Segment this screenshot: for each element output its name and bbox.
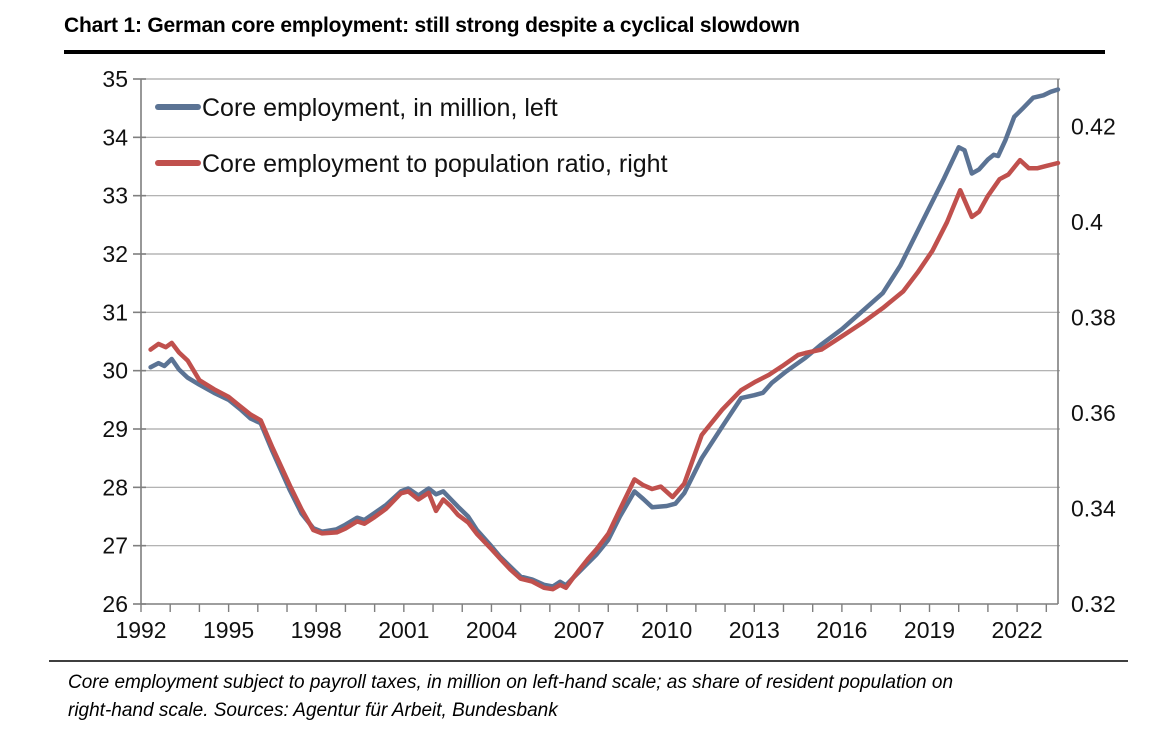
x-axis-label-2004: 2004 [466, 617, 517, 643]
title-rule [64, 50, 1105, 54]
axes [133, 78, 1059, 612]
right-axis-label-0.34: 0.34 [1071, 496, 1116, 522]
left-axis-label-29: 29 [102, 416, 128, 442]
x-axis-label-2013: 2013 [729, 617, 780, 643]
footnote-line-2: right-hand scale. Sources: Agentur für A… [68, 700, 558, 721]
left-axis-label-30: 30 [102, 358, 128, 384]
gridlines [141, 78, 1060, 547]
employment-ratio-line [148, 157, 1061, 592]
right-axis-label-0.36: 0.36 [1071, 400, 1116, 426]
left-axis-label-33: 33 [102, 183, 128, 209]
legend: Core employment, in million, left Core e… [155, 94, 668, 178]
right-axis-label-0.32: 0.32 [1071, 591, 1116, 617]
footnote-line-1: Core employment subject to payroll taxes… [68, 672, 954, 693]
x-axis-label-1992: 1992 [115, 617, 166, 643]
footnote-rule [49, 660, 1128, 662]
left-axis-label-26: 26 [102, 591, 128, 617]
x-axis-label-2022: 2022 [992, 617, 1043, 643]
data-series [148, 87, 1061, 592]
x-axis-label-2001: 2001 [378, 617, 429, 643]
legend-label-core-employment: Core employment, in million, left [202, 94, 558, 122]
x-axis-label-1995: 1995 [203, 617, 254, 643]
footnote: Core employment subject to payroll taxes… [68, 669, 1128, 725]
left-axis-label-28: 28 [102, 474, 128, 500]
right-axis-label-0.4: 0.4 [1071, 209, 1103, 235]
x-axis-label-2007: 2007 [553, 617, 604, 643]
chart-title: Chart 1: German core employment: still s… [64, 14, 800, 37]
x-axis-label-2019: 2019 [904, 617, 955, 643]
left-axis-label-27: 27 [102, 533, 128, 559]
legend-label-ratio: Core employment to population ratio, rig… [202, 150, 668, 178]
left-axis-label-35: 35 [102, 66, 128, 92]
right-axis-label-0.42: 0.42 [1071, 114, 1116, 140]
x-axis-label-2016: 2016 [816, 617, 867, 643]
left-axis-label-31: 31 [102, 299, 128, 325]
x-axis-label-1998: 1998 [291, 617, 342, 643]
x-axis-label-2010: 2010 [641, 617, 692, 643]
right-axis-label-0.38: 0.38 [1071, 305, 1116, 331]
axis-labels: 26 27 28 29 30 31 32 33 34 35 0.32 0.34 0.36 0.38 0.4 0… [102, 66, 1116, 643]
left-axis-label-34: 34 [102, 124, 128, 150]
left-axis-label-32: 32 [102, 241, 128, 267]
